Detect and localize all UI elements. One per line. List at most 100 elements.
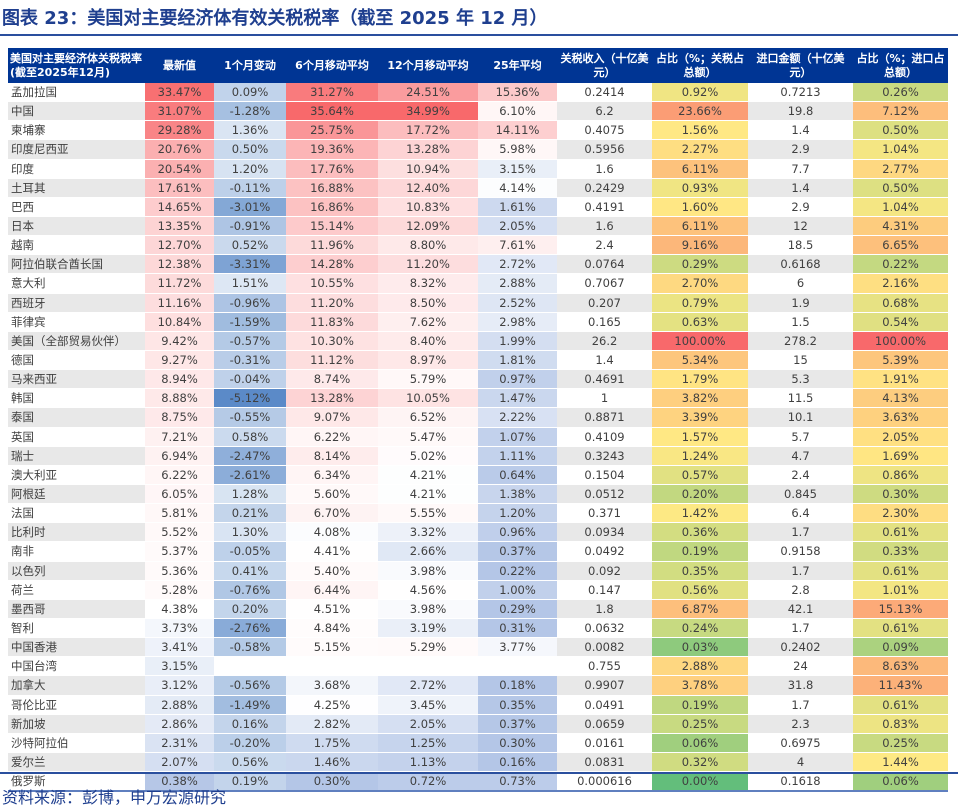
cell-ma-6m: 11.12% bbox=[286, 350, 378, 371]
cell-country: 菲律宾 bbox=[8, 312, 145, 332]
cell-import-value: 24 bbox=[748, 656, 853, 677]
table-row: 意大利 11.72% 1.51% 10.55% 8.32% 2.88% 0.7067 2.70… bbox=[8, 273, 948, 294]
cell-import-value: 12 bbox=[748, 216, 853, 237]
cell-avg-25y: 3.77% bbox=[478, 637, 557, 658]
cell-country: 澳大利亚 bbox=[8, 465, 145, 485]
cell-country: 中国台湾 bbox=[8, 656, 145, 677]
cell-avg-25y: 2.05% bbox=[478, 216, 557, 237]
cell-change-1m: -5.12% bbox=[214, 388, 286, 409]
header-ma-6m: 6个月移动平均 bbox=[286, 48, 378, 83]
cell-tariff-share: 6.11% bbox=[652, 159, 748, 179]
cell-change-1m: -0.20% bbox=[214, 733, 286, 753]
cell-tariff-revenue: 0.0831 bbox=[557, 752, 652, 773]
cell-ma-12m: 3.45% bbox=[378, 695, 478, 715]
cell-change-1m: -2.47% bbox=[214, 446, 286, 466]
cell-import-value: 4.7 bbox=[748, 446, 853, 466]
cell-avg-25y: 6.10% bbox=[478, 101, 557, 122]
cell-tariff-share: 0.00% bbox=[652, 771, 748, 793]
cell-tariff-share: 0.36% bbox=[652, 522, 748, 543]
cell-import-share: 0.33% bbox=[853, 541, 948, 562]
cell-tariff-share: 0.20% bbox=[652, 484, 748, 505]
cell-tariff-revenue: 0.7067 bbox=[557, 273, 652, 294]
cell-ma-6m: 4.25% bbox=[286, 695, 378, 715]
cell-tariff-share: 1.24% bbox=[652, 446, 748, 466]
cell-ma-6m bbox=[286, 656, 378, 677]
cell-ma-6m: 4.51% bbox=[286, 599, 378, 619]
table-row: 印度 20.54% 1.20% 17.76% 10.94% 3.15% 1.6 6.11% 7.… bbox=[8, 159, 948, 179]
table-row: 以色列 5.36% 0.41% 5.40% 3.98% 0.22% 0.092 0.35% 1.… bbox=[8, 561, 948, 581]
cell-change-1m: -0.11% bbox=[214, 178, 286, 198]
cell-country: 印度 bbox=[8, 159, 145, 179]
cell-ma-12m: 3.98% bbox=[378, 599, 478, 619]
cell-latest: 4.38% bbox=[145, 599, 214, 619]
cell-import-value: 5.3 bbox=[748, 369, 853, 390]
cell-ma-6m: 25.75% bbox=[286, 120, 378, 141]
cell-ma-6m: 10.30% bbox=[286, 331, 378, 351]
cell-tariff-share: 0.19% bbox=[652, 541, 748, 562]
cell-tariff-share: 1.79% bbox=[652, 369, 748, 390]
table-row: 瑞士 6.94% -2.47% 8.14% 5.02% 1.11% 0.3243 1.24% 4… bbox=[8, 446, 948, 466]
cell-latest: 10.84% bbox=[145, 312, 214, 332]
cell-country: 印度尼西亚 bbox=[8, 139, 145, 160]
cell-import-value: 0.7213 bbox=[748, 83, 853, 103]
cell-avg-25y: 0.31% bbox=[478, 618, 557, 639]
cell-import-share: 1.04% bbox=[853, 139, 948, 160]
table-row: 法国 5.81% 0.21% 6.70% 5.55% 1.20% 0.371 1.42% 6.4… bbox=[8, 503, 948, 524]
cell-avg-25y: 2.98% bbox=[478, 312, 557, 332]
cell-ma-12m: 4.56% bbox=[378, 580, 478, 600]
cell-tariff-share: 0.63% bbox=[652, 312, 748, 332]
cell-change-1m: -1.59% bbox=[214, 312, 286, 332]
cell-tariff-revenue: 0.0491 bbox=[557, 695, 652, 715]
cell-change-1m: -0.05% bbox=[214, 541, 286, 562]
table-row: 越南 12.70% 0.52% 11.96% 8.80% 7.61% 2.4 9.16% 18.… bbox=[8, 235, 948, 256]
table-row: 印度尼西亚 20.76% 0.50% 19.36% 13.28% 5.98% 0.5956 2… bbox=[8, 139, 948, 160]
cell-import-value: 31.8 bbox=[748, 675, 853, 696]
cell-import-value: 1.5 bbox=[748, 312, 853, 332]
cell-tariff-share: 0.92% bbox=[652, 83, 748, 103]
cell-import-share: 8.63% bbox=[853, 656, 948, 677]
cell-import-value: 10.1 bbox=[748, 407, 853, 428]
cell-latest: 3.73% bbox=[145, 618, 214, 639]
cell-import-share: 0.09% bbox=[853, 637, 948, 658]
cell-avg-25y: 2.52% bbox=[478, 293, 557, 313]
cell-tariff-revenue: 0.0659 bbox=[557, 714, 652, 734]
header-latest: 最新值 bbox=[145, 48, 214, 83]
table-row: 墨西哥 4.38% 0.20% 4.51% 3.98% 0.29% 1.8 6.87% 42.1… bbox=[8, 599, 948, 619]
cell-ma-12m: 11.20% bbox=[378, 254, 478, 275]
cell-country: 荷兰 bbox=[8, 580, 145, 600]
cell-change-1m: -0.04% bbox=[214, 369, 286, 390]
cell-latest: 6.94% bbox=[145, 446, 214, 466]
cell-country: 比利时 bbox=[8, 522, 145, 543]
tariff-table: 美国对主要经济体关税税率(截至2025年12月) 最新值 1个月变动 6个月移动平均 1… bbox=[8, 48, 948, 793]
cell-ma-12m: 2.72% bbox=[378, 675, 478, 696]
cell-import-value: 1.7 bbox=[748, 695, 853, 715]
cell-country: 意大利 bbox=[8, 273, 145, 294]
cell-country: 泰国 bbox=[8, 407, 145, 428]
cell-avg-25y: 5.98% bbox=[478, 139, 557, 160]
table-row: 智利 3.73% -2.76% 4.84% 3.19% 0.31% 0.0632 0.24% 1… bbox=[8, 618, 948, 639]
cell-ma-6m: 9.07% bbox=[286, 407, 378, 428]
cell-tariff-share: 2.27% bbox=[652, 139, 748, 160]
cell-ma-6m: 4.41% bbox=[286, 541, 378, 562]
cell-ma-12m: 3.19% bbox=[378, 618, 478, 639]
cell-country: 南非 bbox=[8, 541, 145, 562]
cell-change-1m bbox=[214, 656, 286, 677]
cell-change-1m: 1.20% bbox=[214, 159, 286, 179]
cell-import-share: 0.61% bbox=[853, 695, 948, 715]
cell-avg-25y: 4.14% bbox=[478, 178, 557, 198]
cell-latest: 8.75% bbox=[145, 407, 214, 428]
table-row: 中国香港 3.41% -0.58% 5.15% 5.29% 3.77% 0.0082 0.03… bbox=[8, 637, 948, 658]
cell-tariff-revenue: 0.4109 bbox=[557, 427, 652, 447]
cell-tariff-share: 23.66% bbox=[652, 101, 748, 122]
cell-ma-12m: 10.05% bbox=[378, 388, 478, 409]
cell-ma-6m: 11.96% bbox=[286, 235, 378, 256]
cell-avg-25y: 0.30% bbox=[478, 733, 557, 753]
title-divider bbox=[0, 34, 958, 36]
cell-tariff-share: 0.24% bbox=[652, 618, 748, 639]
cell-tariff-revenue: 0.9907 bbox=[557, 675, 652, 696]
cell-tariff-revenue: 0.0161 bbox=[557, 733, 652, 753]
cell-ma-12m: 34.99% bbox=[378, 101, 478, 122]
cell-ma-12m: 4.21% bbox=[378, 465, 478, 485]
cell-tariff-share: 3.78% bbox=[652, 675, 748, 696]
cell-import-share: 0.61% bbox=[853, 561, 948, 581]
